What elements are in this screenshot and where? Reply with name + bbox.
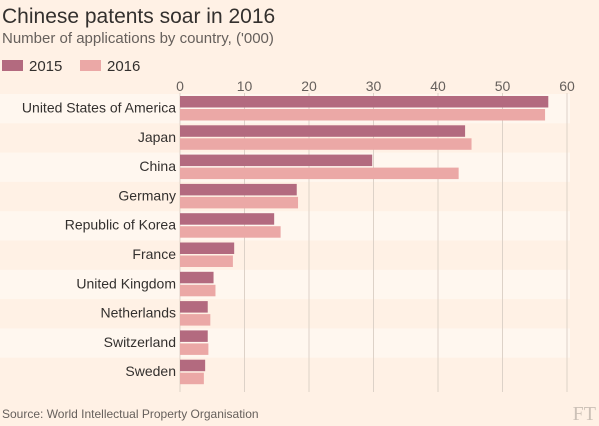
row-bands [0,94,570,358]
category-label-china: China [139,158,176,174]
x-tick-label: 0 [176,78,184,94]
bar-china-2015 [180,154,373,167]
category-label-france: France [132,246,176,262]
category-label-germany: Germany [118,187,176,203]
bar-japan-2015 [180,125,466,137]
x-axis-ticks: 0 10 20 30 40 50 60 [176,78,575,94]
category-label-sweden: Sweden [125,363,176,379]
chart-title: Chinese patents soar in 2016 [2,5,275,28]
bars [180,96,549,385]
x-tick-label: 10 [237,78,253,94]
legend: 2015 2016 [2,58,140,75]
bar-netherlands-2016 [180,314,211,326]
x-tick-label: 40 [430,78,446,94]
bar-republic-of-korea-2015 [180,213,275,225]
bar-france-2015 [180,242,235,254]
legend-label-2015: 2015 [29,58,62,75]
bar-united-states-of-america-2016 [180,109,546,121]
x-tick-label: 50 [495,78,511,94]
bar-sweden-2015 [180,359,206,372]
bar-united-states-of-america-2015 [180,96,549,108]
bar-united-kingdom-2015 [180,271,214,284]
legend-label-2016: 2016 [107,58,140,75]
bar-china-2016 [180,167,459,180]
category-label-japan: Japan [138,129,176,145]
row-band-switzerland [0,328,570,358]
legend-swatch-2015 [2,60,23,71]
category-label-united-kingdom: United Kingdom [76,275,176,291]
legend-swatch-2016 [80,60,101,71]
category-label-republic-of-korea: Republic of Korea [65,217,177,233]
bar-germany-2016 [180,196,299,209]
category-label-switzerland: Switzerland [104,334,176,350]
bar-germany-2015 [180,183,297,196]
row-band-republic-of-korea [0,211,570,241]
row-band-united-kingdom [0,269,570,300]
x-tick-label: 20 [301,78,317,94]
category-label-netherlands: Netherlands [101,305,177,321]
bar-switzerland-2016 [180,343,209,355]
category-labels: United States of America Japan China German… [22,100,176,380]
bar-republic-of-korea-2016 [180,226,281,238]
bar-united-kingdom-2016 [180,284,216,297]
x-tick-label: 30 [366,78,382,94]
bar-sweden-2016 [180,372,204,385]
category-label-united-states-of-america: United States of America [22,100,176,116]
bar-japan-2016 [180,138,472,150]
bar-netherlands-2015 [180,301,208,313]
chart-subtitle: Number of applications by country, ('000… [2,30,274,47]
ft-logo: FT [573,403,596,425]
bar-france-2016 [180,255,233,267]
source-note: Source: World Intellectual Property Orga… [2,407,259,421]
bar-switzerland-2015 [180,330,208,342]
x-tick-label: 60 [559,78,575,94]
